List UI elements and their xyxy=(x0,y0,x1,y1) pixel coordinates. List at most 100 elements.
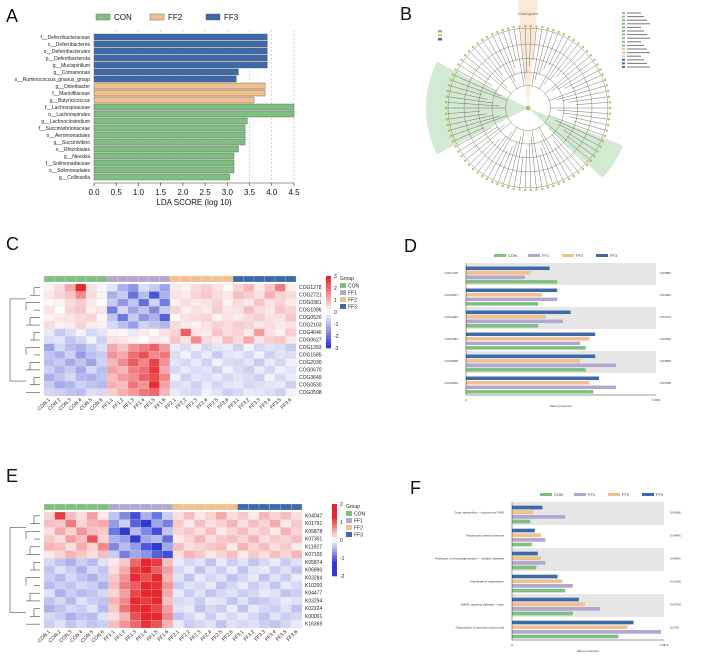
cladogram-node xyxy=(589,54,592,57)
heatmap-cell xyxy=(215,566,227,574)
heatmap-cell xyxy=(54,373,66,382)
heatmap-cell xyxy=(162,527,174,536)
heatmap-cell xyxy=(190,358,202,367)
color-scale-step xyxy=(332,558,337,562)
cladogram-node xyxy=(496,182,499,186)
heatmap-cell xyxy=(138,321,150,329)
mean-bar-ff2 xyxy=(512,556,541,561)
heatmap-cell xyxy=(159,366,171,374)
group-annotation-cell xyxy=(253,275,265,283)
heatmap-cell xyxy=(96,380,108,389)
mean-bar-ff1 xyxy=(512,515,566,519)
cladogram-branch xyxy=(492,151,508,180)
heatmap-cell xyxy=(201,283,213,292)
mean-bar-ff3 xyxy=(466,332,596,337)
heatmap-cell xyxy=(274,373,286,382)
heatmap-cell xyxy=(205,620,217,629)
heatmap-cell xyxy=(148,291,160,300)
group-annotation-cell xyxy=(148,275,160,283)
heatmap-cell xyxy=(85,291,97,300)
mean-bar-ff2 xyxy=(512,602,585,607)
cladogram-node xyxy=(446,123,449,127)
heatmap-cell xyxy=(76,542,88,551)
lda-bar-label: f__Marinifilaceae xyxy=(52,91,90,97)
heatmap-cell xyxy=(106,291,118,300)
heatmap-cell xyxy=(253,358,265,367)
color-scale-step xyxy=(326,339,331,343)
heatmap-cell xyxy=(264,298,276,307)
x-tick-label: 1.0 xyxy=(133,188,145,197)
cladogram-taxon-text xyxy=(627,34,647,36)
color-scale-step xyxy=(332,573,337,577)
heatmap-cell xyxy=(248,589,260,598)
heatmap-cell xyxy=(243,380,255,389)
color-scale-step xyxy=(326,285,331,289)
heatmap-cell xyxy=(140,620,152,629)
mean-bar-ff3 xyxy=(512,528,535,533)
group-legend-label: FF2 xyxy=(354,526,363,532)
cladogram-node xyxy=(529,24,532,28)
cladogram-node xyxy=(464,54,467,57)
mean-bar-ff3 xyxy=(466,288,558,293)
heatmap-cell xyxy=(159,321,171,329)
heatmap-cell xyxy=(76,612,88,621)
group-annotation-cell xyxy=(269,503,281,511)
heatmap-cell xyxy=(129,596,141,605)
heatmap-cell xyxy=(183,519,195,528)
heatmap-cell xyxy=(117,328,129,337)
heatmap-cell xyxy=(222,373,234,382)
heatmap-cell xyxy=(285,351,297,359)
heatmap-cell xyxy=(96,328,108,337)
cladogram-branch xyxy=(539,154,548,186)
group-annotation-cell xyxy=(215,503,227,511)
x-tick-label: 1.0E-5 xyxy=(660,643,669,647)
cladogram-branch xyxy=(448,96,494,104)
group-annotation-cell xyxy=(222,275,234,283)
heatmap-cell xyxy=(96,306,108,314)
color-scale-step xyxy=(326,336,331,340)
cladogram-node xyxy=(496,30,499,34)
heatmap-cell xyxy=(226,581,238,590)
heatmap-cell xyxy=(54,336,66,344)
cladogram-branch xyxy=(449,91,488,100)
mean-bar-ff3 xyxy=(466,376,599,381)
cladogram-branch xyxy=(492,36,516,83)
heatmap-cell xyxy=(169,306,181,314)
cladogram-node xyxy=(445,118,448,121)
cladogram-branch xyxy=(574,121,605,131)
heatmap-cell xyxy=(237,542,249,551)
group-annotation-cell xyxy=(43,503,55,511)
cladogram-branch xyxy=(541,140,559,183)
color-scale-step xyxy=(326,342,331,346)
heatmap-cell xyxy=(248,604,260,613)
heatmap-cell xyxy=(183,511,195,520)
heatmap-cell xyxy=(159,328,171,337)
group-annotation-cell xyxy=(285,275,297,283)
heatmap-cell xyxy=(172,558,184,567)
heatmap-cell xyxy=(76,558,88,567)
cladogram-branch xyxy=(513,130,525,187)
cladogram-node xyxy=(518,25,521,28)
cladogram-node xyxy=(529,188,532,192)
lda-bar-label: g__Nevskia xyxy=(64,154,90,160)
heatmap-cell xyxy=(76,596,88,605)
cladogram-branch xyxy=(519,155,524,188)
heatmap-cell xyxy=(232,366,244,374)
heatmap-cell xyxy=(138,328,150,337)
heatmap-cell xyxy=(237,589,249,598)
color-scale-step xyxy=(326,327,331,331)
mean-bar-ff3 xyxy=(466,354,596,359)
heatmap-cell xyxy=(86,604,98,613)
heatmap-cell xyxy=(243,373,255,382)
cladogram-taxon-text xyxy=(627,30,644,32)
heatmap-row-label: K05874 xyxy=(305,560,322,566)
heatmap-cell xyxy=(274,306,286,314)
heatmap-row-label: COG1086 xyxy=(299,308,322,314)
x-tick-label: 0 xyxy=(465,398,467,402)
heatmap-cell xyxy=(140,612,152,621)
heatmap-cell xyxy=(280,535,292,544)
cladogram-branch xyxy=(470,141,494,164)
group-annotation-cell xyxy=(169,275,181,283)
heatmap-cell xyxy=(129,527,141,536)
